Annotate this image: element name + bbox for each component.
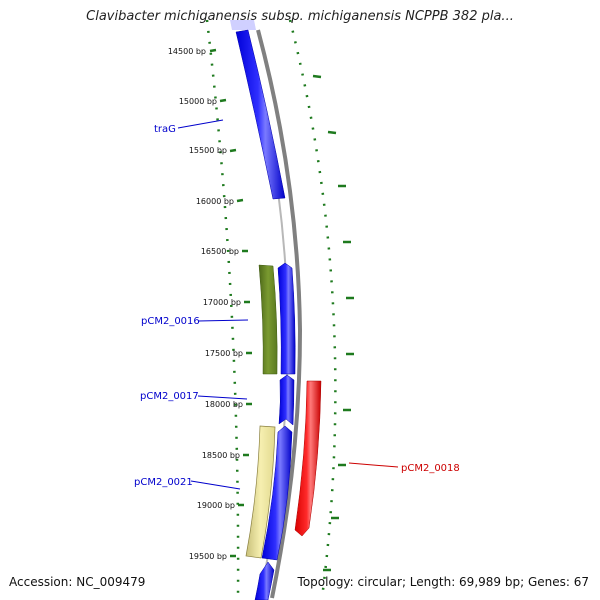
ruler-label-16000: 16000 bp [196, 197, 234, 206]
leader-pCM2_0018 [348, 462, 399, 468]
ruler-label-18000: 18000 bp [205, 400, 243, 409]
backbone-outer [256, 29, 303, 599]
ruler-label-17500: 17500 bp [205, 349, 243, 358]
ruler-label-14500: 14500 bp [168, 47, 206, 56]
feature-top-partial [230, 20, 256, 30]
feature-pCM2_0016 [258, 264, 278, 375]
feature-traG [235, 29, 286, 200]
ruler-major-ticks [209, 48, 354, 572]
ruler-label-15500: 15500 bp [189, 146, 227, 155]
feature-pCM2_0021 [245, 425, 276, 559]
ruler-label-16500: 16500 bp [201, 247, 239, 256]
leader-pCM2_0017 [197, 395, 248, 400]
ruler-inner-arc [205, 19, 240, 599]
label-pCM2_0017: pCM2_0017 [140, 391, 199, 402]
ruler-label-17000: 17000 bp [203, 298, 241, 307]
ruler-label-19000: 19000 bp [197, 501, 235, 510]
leader-pCM2_0016 [197, 319, 249, 322]
ruler-label-18500: 18500 bp [202, 451, 240, 460]
ruler-outer-arc [288, 19, 337, 599]
genome-summary-text: Topology: circular; Length: 69,989 bp; G… [297, 575, 589, 589]
feature-pCM2_0018 [294, 380, 322, 537]
label-pCM2_0018: pCM2_0018 [401, 463, 460, 474]
accession-text: Accession: NC_009479 [9, 575, 146, 589]
map-title: Clavibacter michiganensis subsp. michiga… [86, 9, 514, 24]
feature-pCM2_0017 [278, 374, 295, 426]
feature-cds-16-blue [277, 262, 296, 375]
leader-traG [177, 119, 224, 129]
ruler-label-15000: 15000 bp [179, 97, 217, 106]
label-pCM2_0016: pCM2_0016 [141, 316, 200, 327]
ruler-label-19500: 19500 bp [189, 552, 227, 561]
leader-pCM2_0021 [190, 480, 241, 490]
feature-cds-21-blue [261, 425, 293, 561]
label-traG: traG [154, 124, 176, 135]
ruler-labels: 14500 bp 15000 bp 15500 bp 16000 bp 1650… [168, 47, 243, 561]
label-pCM2_0021: pCM2_0021 [134, 477, 193, 488]
